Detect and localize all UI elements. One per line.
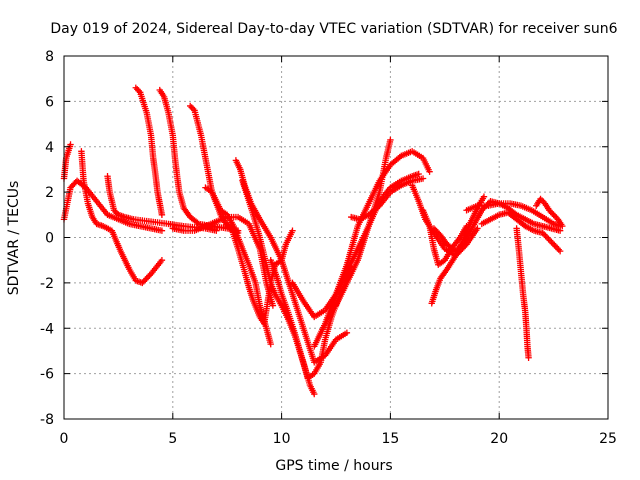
- x-tick-label: 20: [490, 431, 508, 447]
- data-point: [426, 168, 433, 175]
- data-point: [289, 227, 296, 234]
- data-point: [525, 354, 532, 361]
- axis-ticks: 0 5 10 15 20 25 -8 -6 -4 -2 0 2 4 6 8: [40, 49, 617, 447]
- data-point: [559, 222, 566, 230]
- data-point: [548, 238, 555, 246]
- data-point: [550, 211, 557, 219]
- data-point: [267, 340, 274, 348]
- data-points: [60, 84, 566, 398]
- y-tick-label: 4: [45, 140, 54, 156]
- data-point: [549, 240, 557, 247]
- data-point: [542, 232, 549, 240]
- data-point: [140, 278, 147, 285]
- data-point: [415, 170, 422, 178]
- data-point: [158, 211, 166, 219]
- data-point: [188, 104, 195, 111]
- y-tick-label: 8: [45, 49, 54, 65]
- y-tick-label: -6: [40, 367, 54, 383]
- x-tick-label: 0: [60, 431, 69, 447]
- data-point: [158, 256, 166, 264]
- data-point: [552, 243, 559, 250]
- y-axis-label: SDTVAR / TECUs: [6, 181, 22, 296]
- data-point: [545, 235, 552, 243]
- data-point: [132, 84, 140, 91]
- x-tick-label: 25: [599, 431, 617, 447]
- data-point: [269, 302, 277, 309]
- x-axis-label: GPS time / hours: [275, 458, 392, 474]
- x-tick-label: 15: [381, 431, 399, 447]
- x-tick-label: 10: [273, 431, 291, 447]
- data-point: [187, 102, 194, 110]
- data-point: [419, 175, 427, 182]
- chart-title: Day 019 of 2024, Sidereal Day-to-day VTE…: [50, 21, 617, 37]
- data-point: [144, 273, 152, 281]
- y-tick-label: 0: [45, 231, 54, 247]
- data-point: [67, 141, 74, 148]
- x-tick-label: 5: [168, 431, 177, 447]
- data-point: [134, 86, 141, 93]
- y-tick-label: -4: [40, 321, 54, 337]
- y-tick-label: -8: [40, 412, 54, 428]
- data-point: [556, 247, 564, 255]
- data-point: [554, 244, 561, 252]
- data-point: [343, 329, 351, 336]
- data-point: [546, 237, 554, 244]
- data-point: [194, 219, 201, 226]
- data-point: [548, 210, 556, 217]
- data-point: [480, 193, 488, 200]
- data-point: [387, 136, 394, 144]
- y-tick-label: 2: [45, 185, 54, 201]
- data-point: [551, 213, 559, 220]
- data-point: [555, 246, 562, 253]
- data-point: [143, 275, 150, 282]
- data-point: [543, 234, 551, 241]
- data-point: [551, 241, 558, 249]
- data-point: [311, 390, 318, 398]
- y-tick-label: 6: [45, 94, 54, 110]
- data-point: [158, 227, 166, 234]
- y-tick-label: -2: [40, 276, 54, 292]
